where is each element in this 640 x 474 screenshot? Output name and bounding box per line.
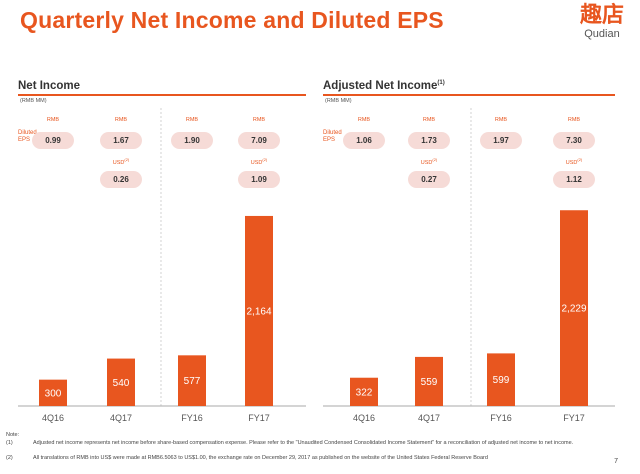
page-title: Quarterly Net Income and Diluted EPS — [20, 7, 444, 33]
rmb-currency-label: RMB — [567, 117, 581, 123]
note-1-text: Adjusted net income represents net incom… — [33, 440, 574, 446]
bar-value-label: 577 — [184, 376, 201, 387]
bar-4q16 — [39, 379, 67, 406]
note-2-number: (2) — [6, 455, 13, 461]
category-label: FY16 — [490, 413, 512, 423]
category-label: FY16 — [181, 413, 203, 423]
eps-rmb-pill: 1.97 — [480, 132, 522, 149]
note-1-number: (1) — [6, 440, 13, 446]
category-label: 4Q16 — [353, 413, 375, 423]
bar-fy17 — [245, 215, 273, 406]
bar-value-label: 559 — [421, 377, 438, 388]
category-label: FY17 — [248, 413, 270, 423]
bar-value-label: 540 — [113, 378, 130, 389]
category-label: 4Q16 — [42, 413, 64, 423]
bar-fy16 — [487, 353, 515, 406]
panel-title: Net Income — [18, 80, 80, 92]
net-income-chart: 300 4Q16 540 4Q17 577 FY16 2,164 FY17 — [18, 108, 306, 423]
bar-value-label: 2,164 — [246, 306, 271, 317]
bar-value-label: 322 — [356, 387, 373, 398]
eps-rmb-pill: 0.99 — [32, 132, 74, 149]
usd-currency-label: USD(2) — [250, 157, 268, 166]
rmb-currency-label: RMB — [252, 117, 266, 123]
qudian-logo: 趣店 Qudian — [576, 3, 628, 41]
rmb-currency-label: RMB — [46, 117, 60, 123]
bar-fy17 — [560, 210, 588, 406]
rmb-currency-label: RMB — [422, 117, 436, 123]
panel-title: Adjusted Net Income(1) — [323, 80, 445, 92]
title-rule — [18, 94, 306, 96]
category-label: 4Q17 — [418, 413, 440, 423]
page-number: 7 — [614, 458, 618, 465]
unit-label: (RMB MM) — [20, 98, 47, 104]
rmb-currency-label: RMB — [494, 117, 508, 123]
eps-rmb-pill: 7.09 — [238, 132, 280, 149]
eps-rmb-pill: 1.73 — [408, 132, 450, 149]
eps-usd-pill: 0.27 — [408, 171, 450, 188]
adjusted-net-income-panel: Adjusted Net Income(1) (RMB MM) Diluted E… — [323, 80, 615, 423]
logo-english: Qudian — [584, 28, 620, 40]
notes-heading: Note: — [6, 432, 20, 438]
rmb-currency-label: RMB — [185, 117, 199, 123]
usd-currency-label: USD(2) — [420, 157, 438, 166]
usd-currency-label: USD(2) — [112, 157, 130, 166]
eps-rmb-pill: 7.30 — [553, 132, 595, 149]
category-label: FY17 — [563, 413, 585, 423]
adjusted-net-income-chart: 322 4Q16 559 4Q17 599 FY16 2,229 FY17 — [323, 108, 615, 423]
title-rule — [323, 94, 615, 96]
bar-4q17 — [415, 356, 443, 406]
rmb-currency-label: RMB — [114, 117, 128, 123]
bar-value-label: 300 — [45, 388, 62, 399]
eps-usd-pill: 0.26 — [100, 171, 142, 188]
rmb-currency-label: RMB — [357, 117, 371, 123]
usd-currency-label: USD(2) — [565, 157, 583, 166]
eps-usd-pill: 1.09 — [238, 171, 280, 188]
diluted-eps-label: Diluted EPS — [323, 130, 342, 143]
category-label: 4Q17 — [110, 413, 132, 423]
note-2-text: All translations of RMB into US$ were ma… — [33, 455, 488, 461]
diluted-eps-label: Diluted EPS — [18, 130, 37, 143]
net-income-panel: Net Income (RMB MM) Diluted EPS RMB 0.99 RM… — [18, 80, 306, 423]
bar-4q17 — [107, 358, 135, 406]
bar-fy16 — [178, 355, 206, 406]
bar-4q16 — [350, 377, 378, 406]
bar-value-label: 599 — [493, 375, 510, 386]
eps-rmb-pill: 1.90 — [171, 132, 213, 149]
unit-label: (RMB MM) — [325, 98, 352, 104]
eps-rmb-pill: 1.06 — [343, 132, 385, 149]
bar-value-label: 2,229 — [561, 304, 586, 315]
eps-rmb-pill: 1.67 — [100, 132, 142, 149]
logo-chinese: 趣店 — [579, 3, 624, 28]
eps-usd-pill: 1.12 — [553, 171, 595, 188]
